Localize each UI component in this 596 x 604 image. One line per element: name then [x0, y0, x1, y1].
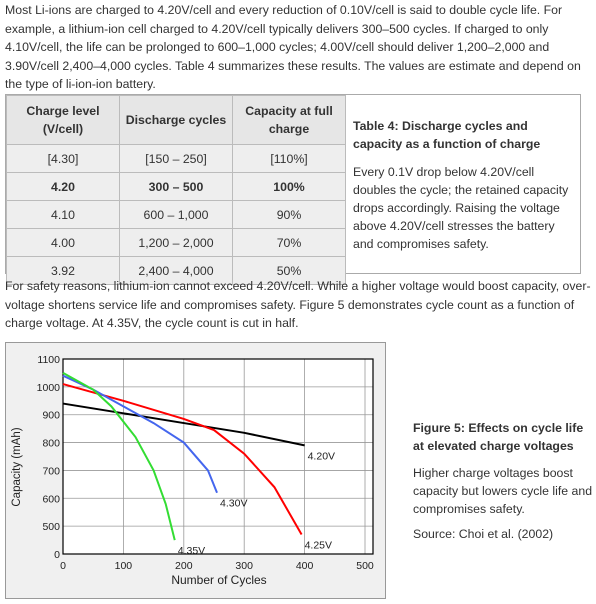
chart: Capacity (mAh) Number of Cycles 0 500 600 7… [11, 354, 374, 587]
table-cell: 4.20 [6, 172, 120, 201]
y-axis-label: Capacity (mAh) [11, 427, 23, 506]
plot-frame [62, 358, 374, 555]
y-tick-label: 0 [54, 549, 60, 561]
table-cell: 100% [232, 172, 346, 201]
header-text: Discharge cycles [125, 113, 227, 127]
table-cell: 4.10 [6, 200, 120, 229]
paragraph: Most Li-ions are charged to 4.20V/cell a… [5, 3, 581, 91]
y-tick-label: 500 [42, 521, 60, 533]
x-tick-label: 300 [235, 560, 253, 572]
header-text: (V/cell) [42, 122, 84, 136]
table-cell: [110%] [232, 144, 346, 173]
series-label: 4.20V [308, 450, 335, 462]
caption-body: Higher charge voltages boost capacity bu… [413, 465, 593, 517]
table-row: [4.30] [150 – 250] [110%] [6, 144, 346, 173]
table-cell: [4.30] [6, 144, 120, 173]
x-tick-label: 200 [175, 560, 193, 572]
y-tick-label: 1000 [37, 382, 61, 394]
table-cell: 50% [232, 256, 346, 285]
header-text: charge [268, 122, 310, 136]
chart-panel: Capacity (mAh) Number of Cycles 0 500 600 7… [5, 342, 386, 599]
figure-caption: Figure 5: Effects on cycle life at eleva… [413, 419, 593, 544]
x-axis-label: Number of Cycles [171, 573, 266, 587]
plot-area [63, 359, 373, 554]
table-panel: Charge level (V/cell) Discharge cycles Capa… [5, 94, 581, 285]
header-text: Charge level [26, 104, 100, 118]
table-cell: 600 – 1,000 [119, 200, 233, 229]
x-tick-label: 400 [296, 560, 314, 572]
caption-source: Source: Choi et al. (2002) [413, 527, 554, 542]
table-row: 4.10 600 – 1,000 90% [6, 200, 346, 229]
line-series [62, 402, 305, 447]
series-label: 4.35V [178, 545, 205, 557]
header-row: Charge level (V/cell) Discharge cycles Capa… [6, 95, 346, 145]
table-cell: 300 – 500 [119, 172, 233, 201]
table-cell: [150 – 250] [119, 144, 233, 173]
line-series [62, 383, 303, 535]
table-row: 4.20 300 – 500 100% [6, 172, 346, 201]
table-row: 4.00 1,200 – 2,000 70% [6, 228, 346, 257]
table-cell: 3.92 [6, 256, 120, 285]
y-tick-label: 1100 [37, 354, 60, 366]
header-cell: Capacity at full charge [232, 95, 346, 145]
paragraph: For safety reasons, lithium-ion cannot e… [5, 279, 591, 330]
header-cell: Discharge cycles [119, 95, 233, 145]
caption-body: Every 0.1V drop below 4.20V/cell doubles… [353, 165, 569, 251]
header-text: Capacity at full [245, 104, 333, 118]
series-label: 4.25V [305, 540, 332, 552]
caption-title: Figure 5: Effects on cycle life at eleva… [413, 421, 584, 454]
header-cell: Charge level (V/cell) [6, 95, 120, 145]
table-caption: Table 4: Discharge cycles and capacity a… [353, 117, 578, 253]
x-tick-label: 500 [356, 560, 374, 572]
x-tick-label: 100 [115, 560, 133, 572]
series-label: 4.30V [220, 498, 247, 510]
y-tick-label: 800 [42, 438, 60, 450]
y-tick-label: 600 [42, 493, 60, 505]
table-cell: 70% [232, 228, 346, 257]
table-cell: 4.00 [6, 228, 120, 257]
table-row: 3.92 2,400 – 4,000 50% [6, 256, 346, 285]
table-cell: 90% [232, 200, 346, 229]
y-tick-label: 700 [42, 465, 60, 477]
table: Charge level (V/cell) Discharge cycles Capa… [6, 95, 346, 285]
line-series [62, 372, 176, 541]
caption-title: Table 4: Discharge cycles and capacity a… [353, 119, 541, 151]
table-cell: 2,400 – 4,000 [119, 256, 233, 285]
table-cell: 1,200 – 2,000 [119, 228, 233, 257]
x-tick-label: 0 [60, 560, 66, 572]
y-tick-label: 900 [42, 410, 60, 422]
